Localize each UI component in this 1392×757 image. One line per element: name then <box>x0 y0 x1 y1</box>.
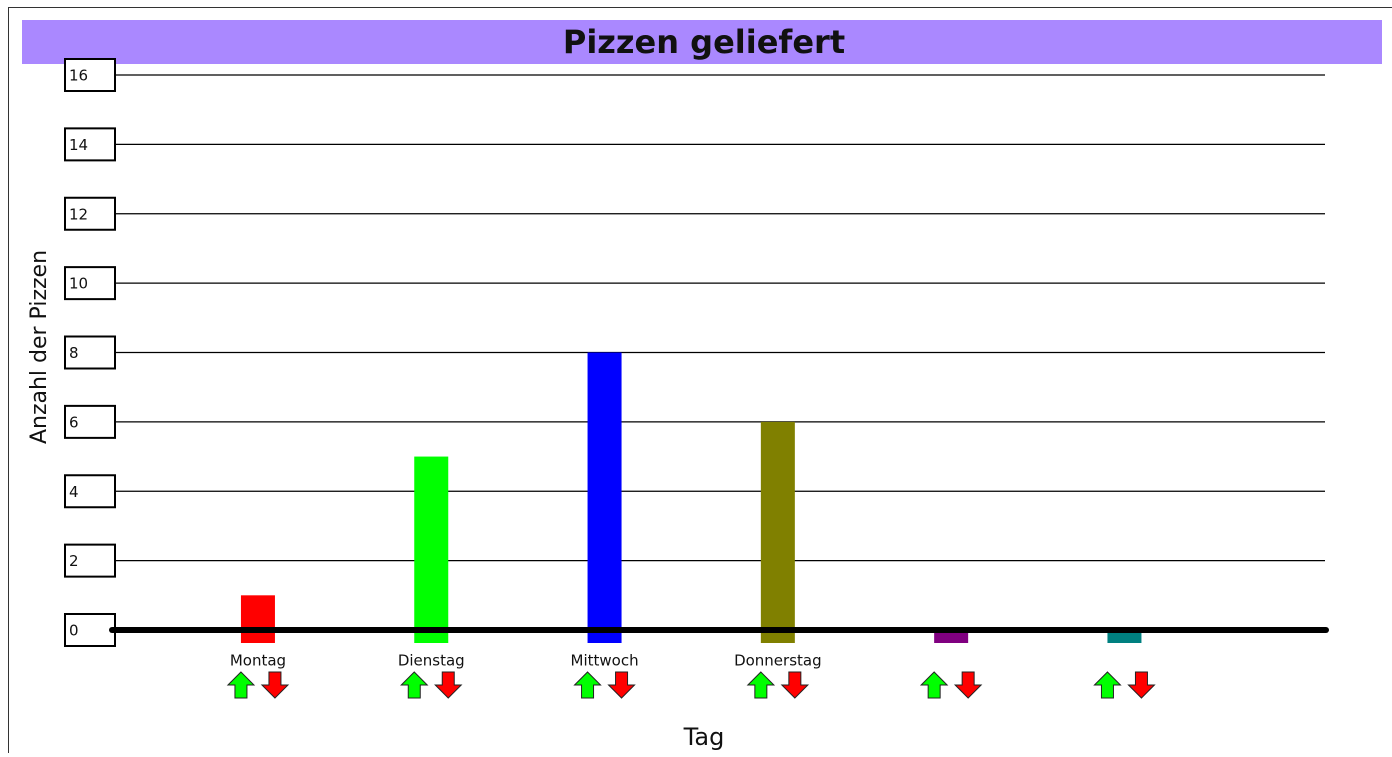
y-tick-label: 12 <box>69 205 88 223</box>
x-tick-label: Donnerstag <box>734 652 822 670</box>
bar <box>588 353 622 644</box>
x-axis-label: Tag <box>683 723 725 751</box>
x-tick-label: Montag <box>230 652 286 670</box>
y-tick-label: 16 <box>69 67 88 85</box>
y-tick-label: 0 <box>69 622 79 640</box>
y-axis-label: Anzahl der Pizzen <box>27 250 52 444</box>
y-tick-label: 2 <box>69 552 79 570</box>
frame <box>9 8 1392 754</box>
chart-title: Pizzen geliefert <box>563 23 845 61</box>
bar <box>414 457 448 643</box>
y-tick-label: 14 <box>69 136 88 154</box>
y-tick-label: 8 <box>69 344 79 362</box>
y-tick-label: 4 <box>69 483 79 501</box>
bar <box>761 422 795 643</box>
y-tick-label: 6 <box>69 413 79 431</box>
x-tick-label: Mittwoch <box>571 652 639 670</box>
x-tick-label: Dienstag <box>398 652 465 670</box>
y-tick-label: 10 <box>69 275 88 293</box>
bar <box>241 595 275 643</box>
